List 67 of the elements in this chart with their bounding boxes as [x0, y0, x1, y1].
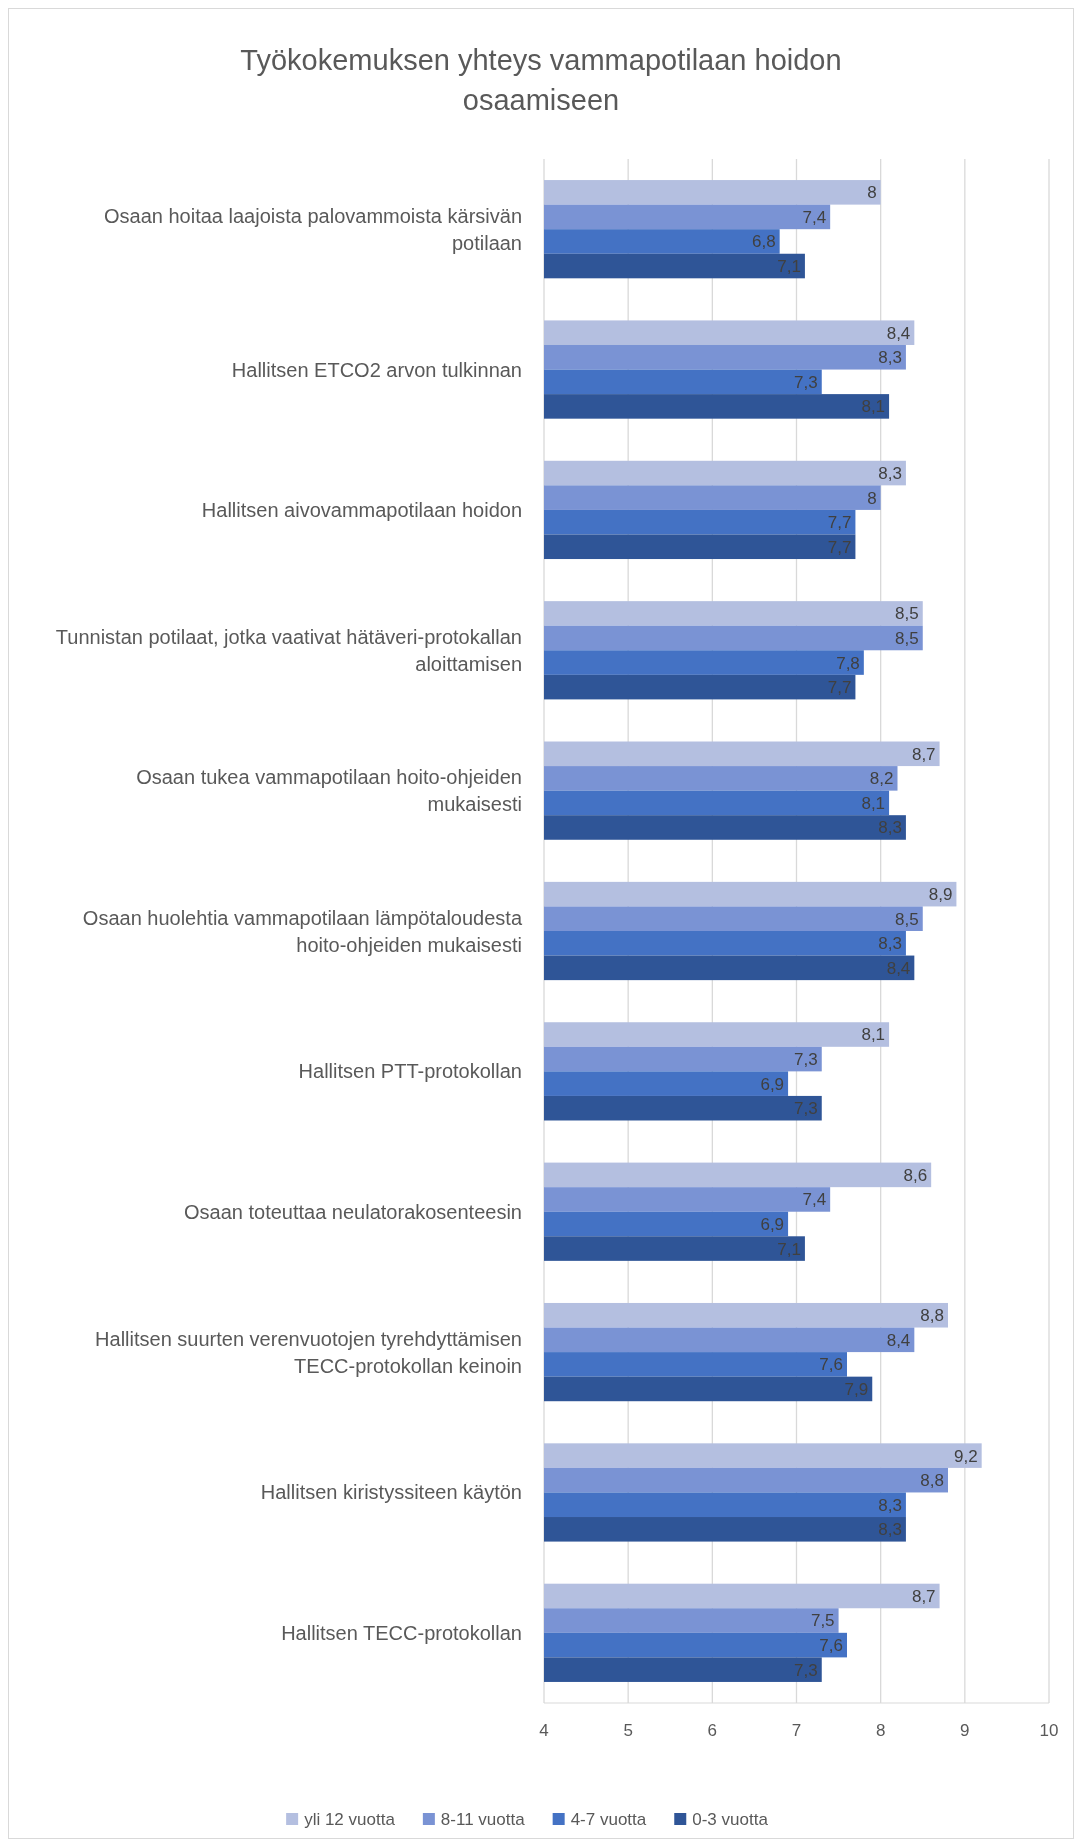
y-tick-label: Osaan hoitaa laajoista palovammoista kärsivän potilaan [104, 204, 522, 254]
data-label: 7,4 [802, 207, 827, 227]
data-label: 8,8 [920, 1471, 944, 1491]
x-tick-label: 10 [1039, 1721, 1059, 1740]
data-label: 8,3 [878, 348, 902, 368]
chart-title: Työkokemuksen yhteys vammapotilaan hoidon osaamiseen [240, 44, 842, 116]
data-label: 7,7 [827, 513, 852, 533]
data-label: 8,4 [886, 958, 911, 978]
y-tick-label: Hallitsen suurten verenvuotojen tyrehdyttämisen TECC-protokollan keinoin [95, 1327, 522, 1377]
data-label: 6,9 [760, 1214, 785, 1234]
data-label: 8,5 [895, 628, 919, 648]
data-label: 8,6 [903, 1165, 928, 1185]
y-tick-label: Hallitsen TECC-protokollan [281, 1621, 522, 1644]
data-label: 8,8 [920, 1306, 944, 1326]
data-label: 8,5 [895, 909, 919, 929]
data-label: 7,7 [827, 537, 852, 557]
data-label: 8,9 [928, 885, 953, 905]
data-label: 7,6 [819, 1636, 843, 1656]
y-tick-label: Osaan huolehtia vammapotilaan lämpötaloudesta hoito-ohjeiden mukaisesti [82, 906, 523, 956]
legend-label: 8-11 vuotta [440, 1809, 526, 1829]
data-label: 8,3 [878, 464, 902, 484]
legend-label: yli 12 vuotta [304, 1809, 396, 1829]
data-label: 8 [867, 183, 877, 203]
y-tick-label: Osaan toteuttaa neulatorakosenteesin [183, 1200, 522, 1223]
data-label: 8,4 [886, 323, 911, 343]
y-tick-label: Hallitsen ETCO2 arvon tulkinnan [231, 358, 522, 381]
data-label: 7,5 [810, 1611, 835, 1631]
data-label: 6,8 [752, 232, 776, 252]
data-label: 7,7 [827, 678, 852, 698]
data-label: 7,3 [794, 1660, 818, 1680]
data-label: 8 [867, 488, 877, 508]
x-tick-label: 4 [539, 1721, 549, 1740]
data-label: 7,1 [777, 1239, 801, 1259]
x-tick-label: 5 [623, 1721, 633, 1740]
data-label: 8,1 [861, 397, 886, 417]
legend-label: 4-7 vuotta [570, 1809, 647, 1829]
x-tick-label: 6 [707, 1721, 718, 1740]
x-tick-label: 8 [875, 1721, 886, 1740]
x-tick-label: 9 [960, 1721, 970, 1740]
data-label: 8,4 [886, 1330, 911, 1350]
data-label: 8,7 [911, 1586, 936, 1606]
data-label: 7,4 [802, 1190, 827, 1210]
data-label: 8,3 [878, 1495, 902, 1515]
data-label: 8,3 [878, 818, 902, 838]
legend-label: 0-3 vuotta [692, 1809, 769, 1829]
y-tick-label: Tunnistan potilaat, jotka vaativat hätäveri-protokallan aloittamisen [55, 625, 522, 675]
x-tick-label: 7 [791, 1721, 802, 1740]
y-tick-label: Hallitsen aivovammapotilaan hoidon [201, 498, 522, 521]
y-tick-label: Hallitsen PTT-protokollan [298, 1060, 522, 1083]
data-label: 8,3 [878, 934, 902, 954]
data-label: 7,8 [836, 653, 860, 673]
data-label: 8,2 [869, 769, 894, 789]
data-label: 7,9 [844, 1379, 869, 1399]
data-label: 9,2 [954, 1446, 978, 1466]
data-label: 8,7 [911, 744, 936, 764]
data-label: 8,5 [895, 604, 919, 624]
data-label: 7,3 [794, 1099, 818, 1119]
data-label: 7,3 [794, 372, 818, 392]
y-tick-label: Hallitsen kiristyssiteen käytön [260, 1481, 522, 1504]
data-label: 8,3 [878, 1520, 902, 1540]
y-tick-label: Osaan tukea vammapotilaan hoito-ohjeiden mukaisesti [136, 766, 522, 816]
data-label: 8,1 [861, 793, 886, 813]
data-label: 7,6 [819, 1355, 843, 1375]
data-label: 6,9 [760, 1074, 785, 1094]
data-label: 7,1 [777, 256, 801, 276]
data-label: 8,1 [861, 1025, 886, 1045]
data-label: 7,3 [794, 1050, 818, 1070]
